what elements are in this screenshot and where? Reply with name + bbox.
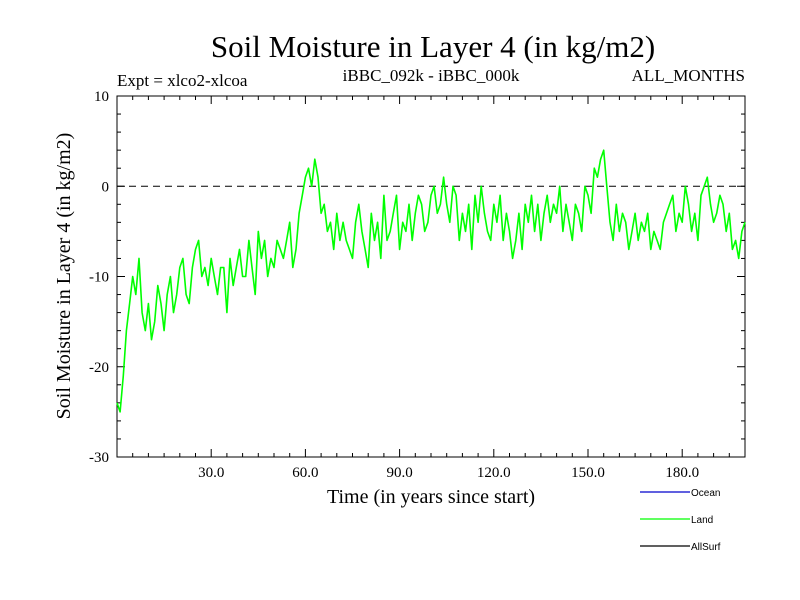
y-tick-label: -10 [89,270,109,286]
series-line-land [116,149,746,413]
x-tick-label: 60.0 [292,465,318,481]
x-tick-label: 150.0 [571,465,605,481]
months-label: ALL_MONTHS [632,66,745,85]
legend-label-ocean: Ocean [691,488,720,499]
x-tick-label: 180.0 [665,465,699,481]
x-axis: 30.0 60.0 90.0 120.0 150.0 180.0 [132,96,730,481]
x-tick-label: 30.0 [198,465,224,481]
comparison-label: iBBC_092k - iBBC_000k [343,66,520,85]
x-axis-label: Time (in years since start) [327,486,535,508]
plot-area [116,95,746,458]
series-layer [116,149,746,413]
x-tick-label: 120.0 [477,465,511,481]
experiment-label: Expt = xlco2-xlcoa [117,71,248,90]
legend: Ocean Land AllSurf [640,488,721,553]
y-axis-label: Soil Moisture in Layer 4 (in kg/m2) [53,133,75,420]
chart-title: Soil Moisture in Layer 4 (in kg/m2) [211,29,655,64]
y-tick-label: 10 [94,89,109,105]
legend-label-land: Land [691,515,713,526]
x-tick-label: 90.0 [386,465,412,481]
legend-label-allsurf: AllSurf [691,542,721,553]
y-tick-label: 0 [102,179,110,195]
y-tick-label: -30 [89,450,109,466]
y-tick-label: -20 [89,360,109,376]
y-axis: 10 0 -10 -20 -30 [89,89,745,466]
